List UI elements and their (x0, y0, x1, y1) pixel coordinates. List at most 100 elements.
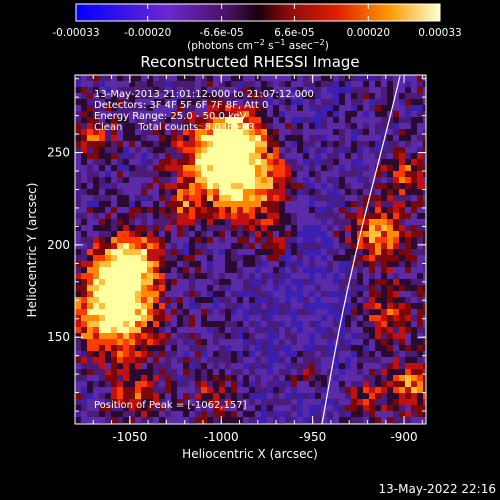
heatmap-cell (399, 153, 405, 159)
heatmap-cell (165, 297, 171, 303)
heatmap-cell (153, 321, 159, 327)
heatmap-cell (327, 171, 333, 177)
heatmap-cell (93, 129, 99, 135)
heatmap-cell (405, 363, 411, 369)
heatmap-cell (135, 147, 141, 153)
heatmap-cell (261, 75, 267, 81)
heatmap-cell (417, 165, 423, 171)
heatmap-cell (327, 87, 333, 93)
heatmap-cell (189, 177, 195, 183)
heatmap-cell (207, 321, 213, 327)
heatmap-cell (99, 351, 105, 357)
heatmap-cell (381, 183, 387, 189)
heatmap-cell (99, 309, 105, 315)
heatmap-cell (339, 405, 345, 411)
heatmap-cell (141, 141, 147, 147)
heatmap-cell (255, 357, 261, 363)
heatmap-cell (321, 261, 327, 267)
heatmap-cell (255, 345, 261, 351)
heatmap-cell (81, 321, 87, 327)
heatmap-cell (285, 243, 291, 249)
heatmap-cell (189, 381, 195, 387)
heatmap-cell (339, 189, 345, 195)
heatmap-cell (129, 351, 135, 357)
heatmap-cell (345, 183, 351, 189)
heatmap-cell (351, 297, 357, 303)
heatmap-cell (243, 279, 249, 285)
heatmap-cell (87, 207, 93, 213)
heatmap-cell (405, 213, 411, 219)
heatmap-cell (279, 327, 285, 333)
heatmap-cell (165, 123, 171, 129)
heatmap-cell (237, 99, 243, 105)
heatmap-cell (75, 339, 81, 345)
heatmap-cell (357, 99, 363, 105)
heatmap-cell (243, 189, 249, 195)
heatmap-cell (261, 387, 267, 393)
heatmap-cell (147, 261, 153, 267)
heatmap-cell (255, 315, 261, 321)
heatmap-cell (213, 369, 219, 375)
heatmap-cell (291, 393, 297, 399)
heatmap-cell (141, 135, 147, 141)
heatmap-cell (309, 201, 315, 207)
heatmap-cell (153, 87, 159, 93)
heatmap-cell (405, 99, 411, 105)
heatmap-cell (195, 195, 201, 201)
heatmap-cell (243, 387, 249, 393)
heatmap-cell (417, 207, 423, 213)
heatmap-cell (141, 111, 147, 117)
heatmap-cell (381, 375, 387, 381)
heatmap-cell (261, 417, 267, 423)
heatmap-cell (261, 285, 267, 291)
heatmap-cell (285, 135, 291, 141)
heatmap-cell (201, 381, 207, 387)
heatmap-cell (339, 255, 345, 261)
heatmap-cell (93, 315, 99, 321)
heatmap-cell (411, 363, 417, 369)
heatmap-cell (285, 363, 291, 369)
heatmap-cell (87, 345, 93, 351)
heatmap-cell (303, 255, 309, 261)
heatmap-cell (339, 327, 345, 333)
heatmap-cell (273, 279, 279, 285)
heatmap-cell (141, 369, 147, 375)
heatmap-cell (387, 417, 393, 423)
heatmap-cell (273, 147, 279, 153)
heatmap-cell (129, 129, 135, 135)
heatmap-cell (183, 351, 189, 357)
heatmap-cell (135, 339, 141, 345)
heatmap-cell (105, 147, 111, 153)
heatmap-cell (75, 393, 81, 399)
heatmap-cell (411, 267, 417, 273)
heatmap-cell (267, 159, 273, 165)
heatmap-cell (249, 117, 255, 123)
heatmap-cell (219, 351, 225, 357)
heatmap-cell (399, 231, 405, 237)
heatmap-cell (123, 279, 129, 285)
heatmap-cell (411, 417, 417, 423)
heatmap-cell (105, 273, 111, 279)
heatmap-cell (369, 99, 375, 105)
heatmap-cell (267, 189, 273, 195)
heatmap-cell (171, 75, 177, 81)
heatmap-cell (99, 357, 105, 363)
heatmap-cell (195, 81, 201, 87)
heatmap-cell (363, 255, 369, 261)
heatmap-cell (321, 363, 327, 369)
heatmap-cell (207, 183, 213, 189)
heatmap-cell (135, 243, 141, 249)
heatmap-cell (93, 213, 99, 219)
heatmap-cell (333, 99, 339, 105)
heatmap-cell (423, 237, 426, 243)
heatmap-cell (273, 105, 279, 111)
heatmap-cell (393, 261, 399, 267)
heatmap-cell (243, 369, 249, 375)
heatmap-cell (375, 105, 381, 111)
heatmap-cell (243, 237, 249, 243)
heatmap-cell (249, 243, 255, 249)
heatmap-cell (159, 141, 165, 147)
heatmap-cell (255, 405, 261, 411)
heatmap-cell (81, 327, 87, 333)
heatmap-cell (345, 141, 351, 147)
